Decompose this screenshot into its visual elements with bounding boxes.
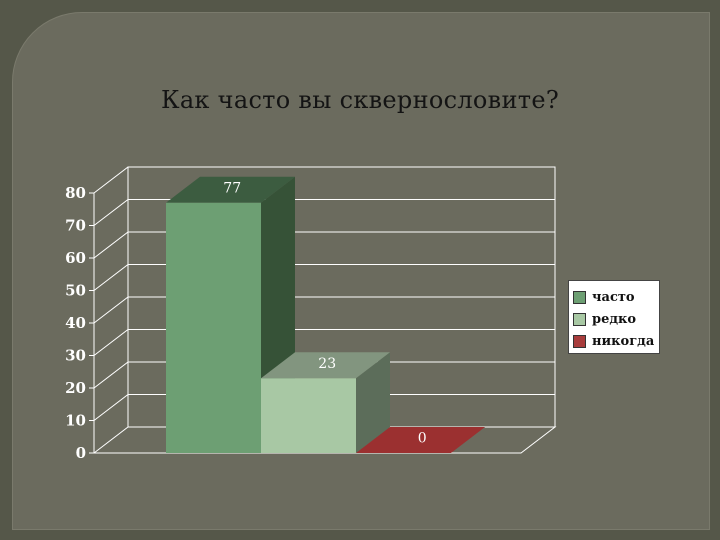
legend-swatch	[573, 290, 586, 304]
legend-item-redko: редко	[573, 311, 636, 327]
gridline	[93, 296, 555, 324]
gridline	[93, 166, 555, 194]
gridline	[93, 199, 555, 226]
gridline	[93, 329, 555, 356]
chart-legend: часто редко никогда	[568, 280, 660, 354]
legend-label: редко	[592, 311, 637, 327]
bar-редко	[261, 352, 390, 453]
legend-label: часто	[592, 289, 635, 305]
legend-swatch	[573, 312, 586, 326]
bar-top	[166, 176, 295, 203]
slide-title: Как часто вы сквернословите?	[160, 86, 560, 114]
y-tick-label: 50	[65, 282, 86, 300]
bar-side	[356, 352, 390, 453]
y-tick-label: 70	[65, 217, 86, 235]
bar-top	[261, 352, 390, 379]
gridline	[93, 231, 555, 259]
data-label: 23	[318, 356, 336, 372]
y-tick-label: 0	[76, 444, 86, 462]
legend-swatch	[573, 334, 586, 348]
bar-front	[166, 202, 261, 453]
y-axis-ticks: 0 10 20 30 40 50 60 70 80	[65, 184, 94, 462]
gridline	[93, 264, 555, 291]
bar-front	[261, 378, 356, 453]
y-tick-label: 20	[65, 379, 86, 397]
y-tick-label: 40	[65, 314, 86, 332]
y-tick-label: 60	[65, 249, 86, 267]
bars	[166, 176, 485, 453]
data-label: 77	[223, 180, 241, 196]
y-tick-label: 80	[65, 184, 86, 202]
y-tick-label: 10	[65, 412, 86, 430]
legend-item-nikogda: никогда	[573, 333, 654, 349]
y-tick-label: 30	[65, 347, 86, 365]
legend-item-chasto: часто	[573, 289, 635, 305]
data-labels: 77 23 0	[223, 180, 426, 446]
bar-никогда	[356, 427, 485, 453]
bar-top	[356, 427, 485, 453]
legend-label: никогда	[592, 333, 655, 349]
data-label: 0	[418, 431, 427, 447]
